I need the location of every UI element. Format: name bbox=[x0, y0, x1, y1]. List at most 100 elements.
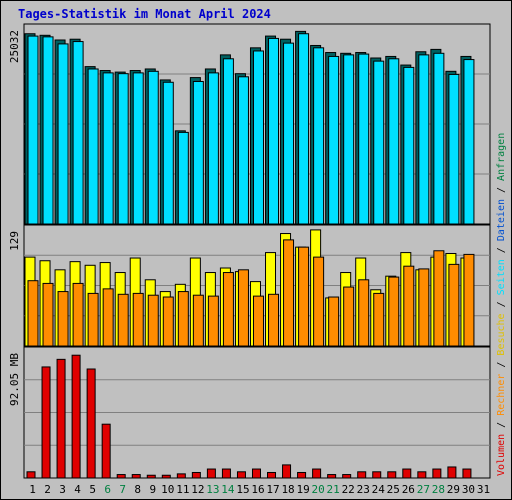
legend-sep: / bbox=[496, 356, 507, 374]
bar-dateien-29 bbox=[448, 73, 460, 225]
bar-besuche-3 bbox=[57, 291, 69, 347]
legend-sep: / bbox=[496, 181, 507, 199]
bar-volumen-25 bbox=[387, 471, 397, 479]
bar-volumen-26 bbox=[402, 468, 412, 479]
bar-besuche-26 bbox=[403, 265, 415, 347]
x-tick-label-2: 2 bbox=[44, 483, 51, 496]
bar-dateien-22 bbox=[343, 54, 355, 225]
bar-besuche-20 bbox=[313, 256, 325, 347]
legend-sep: / bbox=[496, 241, 507, 259]
bar-dateien-30 bbox=[463, 59, 475, 225]
x-tick-label-14: 14 bbox=[221, 483, 235, 496]
bar-besuche-8 bbox=[132, 292, 144, 347]
bar-dateien-16 bbox=[252, 50, 264, 225]
bar-volumen-5 bbox=[86, 368, 96, 479]
x-tick-label-6: 6 bbox=[104, 483, 111, 496]
bar-dateien-18 bbox=[283, 42, 295, 225]
bar-volumen-27 bbox=[417, 471, 427, 479]
bar-besuche-28 bbox=[433, 250, 445, 347]
bar-besuche-29 bbox=[448, 263, 460, 347]
x-tick-label-1: 1 bbox=[29, 483, 36, 496]
x-tick-label-3: 3 bbox=[59, 483, 66, 496]
legend-rechner: Rechner bbox=[496, 374, 507, 416]
legend-anfragen: Anfragen bbox=[496, 133, 507, 181]
x-tick-label-29: 29 bbox=[447, 483, 460, 496]
x-tick-label-4: 4 bbox=[74, 483, 81, 496]
bar-volumen-9 bbox=[146, 474, 156, 479]
x-tick-label-27: 27 bbox=[417, 483, 430, 496]
bar-volumen-7 bbox=[116, 474, 126, 479]
bar-besuche-27 bbox=[418, 268, 430, 347]
bar-besuche-30 bbox=[463, 253, 475, 347]
bar-besuche-16 bbox=[252, 295, 264, 347]
bar-volumen-19 bbox=[297, 471, 307, 479]
bar-besuche-18 bbox=[283, 239, 295, 347]
bar-besuche-4 bbox=[72, 282, 84, 347]
x-tick-label-31: 31 bbox=[477, 483, 490, 496]
x-tick-label-20: 20 bbox=[312, 483, 325, 496]
bar-volumen-12 bbox=[191, 471, 201, 479]
bar-besuche-17 bbox=[268, 293, 280, 347]
y-max-label: 129 bbox=[8, 231, 21, 251]
bar-volumen-22 bbox=[342, 474, 352, 479]
bar-volumen-30 bbox=[462, 468, 472, 479]
hits-panel: 25032 bbox=[8, 23, 491, 225]
bar-besuche-22 bbox=[343, 286, 355, 347]
x-tick-label-11: 11 bbox=[176, 483, 189, 496]
x-tick-label-8: 8 bbox=[134, 483, 141, 496]
bar-volumen-29 bbox=[447, 466, 457, 479]
bar-dateien-7 bbox=[117, 73, 129, 225]
legend: Volumen / Rechner / Besuche / Seiten / D… bbox=[496, 133, 507, 476]
x-tick-label-10: 10 bbox=[161, 483, 174, 496]
x-tick-label-15: 15 bbox=[236, 483, 249, 496]
x-tick-label-22: 22 bbox=[342, 483, 355, 496]
bar-besuche-15 bbox=[237, 269, 249, 347]
bar-besuche-11 bbox=[177, 291, 189, 347]
bar-dateien-6 bbox=[102, 72, 114, 225]
legend-sep: / bbox=[496, 416, 507, 434]
bar-dateien-24 bbox=[373, 60, 385, 225]
x-tick-label-24: 24 bbox=[372, 483, 386, 496]
bar-volumen-28 bbox=[432, 468, 442, 479]
x-tick-label-25: 25 bbox=[387, 483, 400, 496]
bar-volumen-23 bbox=[357, 471, 367, 479]
bar-volumen-17 bbox=[267, 471, 277, 479]
pages-panel: 129 bbox=[8, 224, 491, 347]
chart-title: Tages-Statistik im Monat April 2024 bbox=[18, 7, 271, 21]
bar-volumen-8 bbox=[131, 474, 141, 479]
bar-dateien-8 bbox=[132, 72, 144, 225]
bar-volumen-6 bbox=[101, 423, 111, 479]
legend-besuche: Besuche bbox=[496, 313, 507, 355]
legend-volumen: Volumen bbox=[496, 434, 507, 476]
x-tick-label-30: 30 bbox=[462, 483, 475, 496]
x-tick-label-23: 23 bbox=[357, 483, 370, 496]
bar-volumen-11 bbox=[176, 473, 186, 479]
bar-dateien-27 bbox=[418, 54, 430, 225]
bar-dateien-4 bbox=[72, 41, 84, 225]
bar-besuche-5 bbox=[87, 292, 99, 347]
bar-volumen-2 bbox=[41, 366, 51, 479]
legend-sep: / bbox=[496, 295, 507, 313]
bar-besuche-25 bbox=[388, 276, 400, 347]
bar-besuche-13 bbox=[207, 295, 219, 347]
x-tick-label-12: 12 bbox=[191, 483, 204, 496]
bar-besuche-14 bbox=[222, 272, 234, 347]
bar-volumen-21 bbox=[327, 474, 337, 479]
x-tick-label-13: 13 bbox=[206, 483, 219, 496]
bar-besuche-21 bbox=[328, 296, 340, 347]
bar-dateien-2 bbox=[42, 36, 54, 225]
bar-dateien-23 bbox=[358, 53, 370, 225]
bar-besuche-2 bbox=[42, 282, 54, 347]
bar-besuche-12 bbox=[192, 294, 204, 347]
bar-besuche-23 bbox=[358, 279, 370, 347]
bar-volumen-16 bbox=[251, 468, 261, 479]
x-tick-label-7: 7 bbox=[119, 483, 126, 496]
bar-volumen-15 bbox=[236, 471, 246, 479]
y-max-label: 25032 bbox=[8, 30, 21, 63]
bar-besuche-24 bbox=[373, 292, 385, 347]
bar-volumen-1 bbox=[26, 471, 36, 479]
bar-volumen-10 bbox=[161, 474, 171, 479]
bar-dateien-20 bbox=[313, 47, 325, 225]
bar-dateien-28 bbox=[433, 52, 445, 225]
x-tick-label-17: 17 bbox=[266, 483, 279, 496]
